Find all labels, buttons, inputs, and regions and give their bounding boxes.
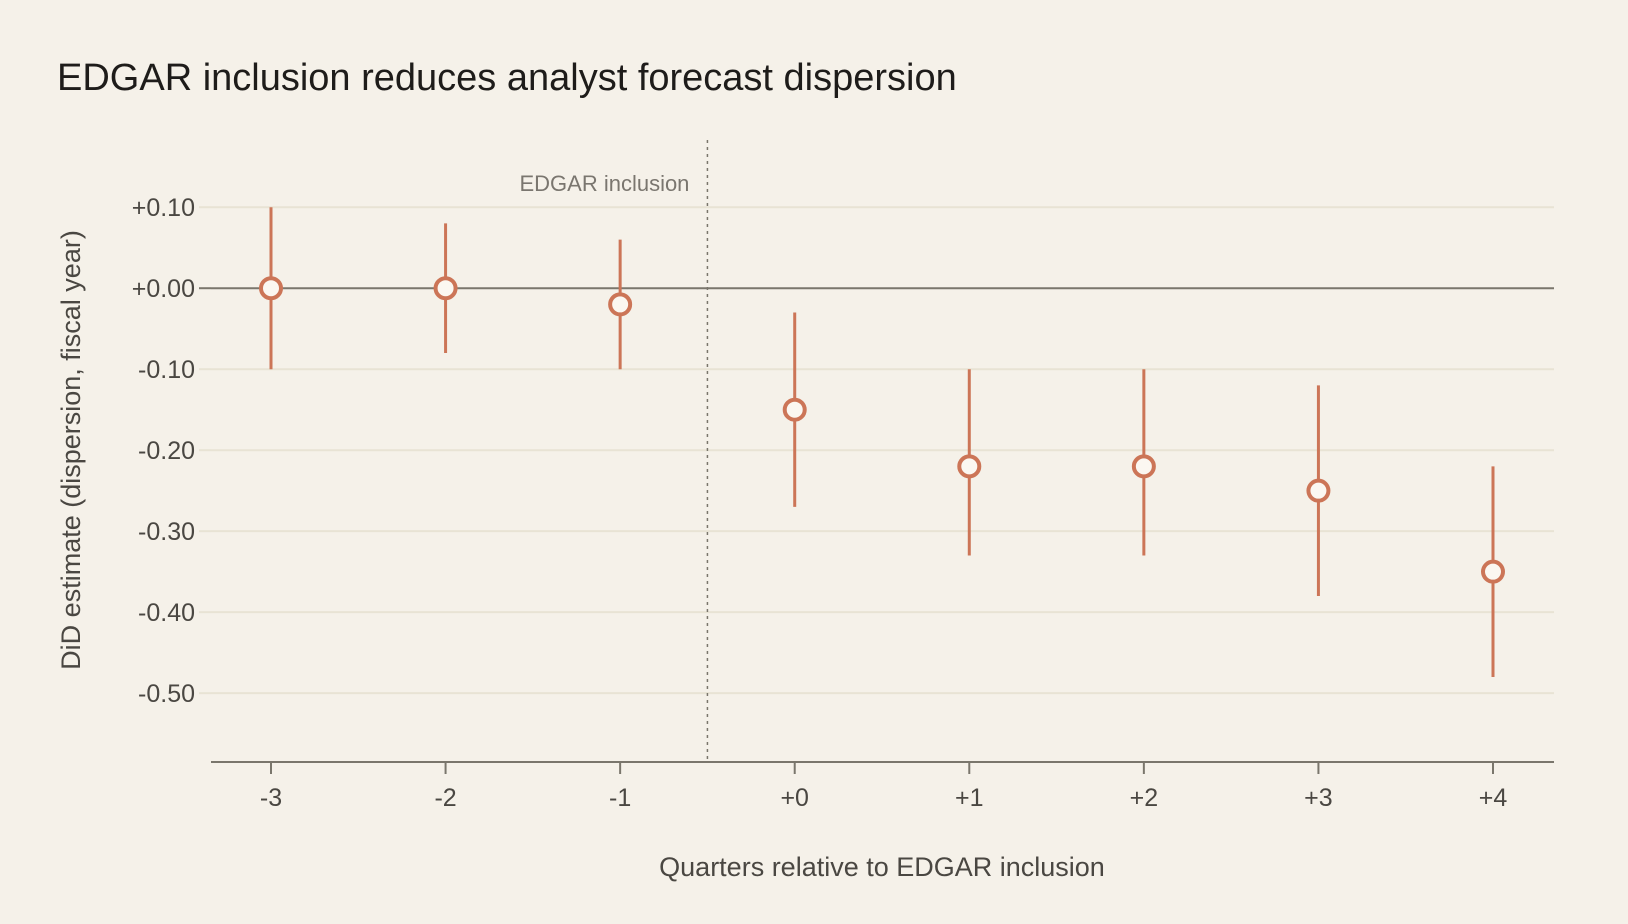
- x-tick-label: +1: [955, 784, 984, 812]
- estimate-point--2: [433, 223, 458, 354]
- x-tick-label: +2: [1130, 784, 1159, 812]
- y-axis-label: DiD estimate (dispersion, fiscal year): [56, 230, 86, 670]
- y-tick-label: -0.10: [138, 356, 195, 384]
- x-tick-label: -2: [434, 784, 456, 812]
- y-tick-label: -0.40: [138, 599, 195, 627]
- y-tick-label: -0.20: [138, 437, 195, 465]
- point-estimate: [433, 276, 458, 301]
- y-ticks: +0.10 +0.00 -0.10 -0.20 -0.30 -0.40 -0.50: [132, 194, 195, 708]
- y-tick-label: +0.10: [132, 194, 195, 222]
- x-ticks: -3 -2 -1 +0 +1 +2 +3 +4: [260, 762, 1507, 812]
- estimate-point--1: [608, 239, 633, 370]
- estimate-point-+3: [1306, 385, 1331, 596]
- gridlines: [199, 206, 1554, 695]
- y-tick-label: +0.00: [132, 275, 195, 303]
- point-estimate: [1131, 454, 1156, 479]
- x-axis-label: Quarters relative to EDGAR inclusion: [659, 852, 1105, 882]
- point-estimate: [782, 397, 807, 422]
- estimate-point-+2: [1131, 369, 1156, 556]
- point-estimate: [608, 292, 633, 317]
- x-tick-label: +0: [780, 784, 809, 812]
- x-tick-label: +4: [1479, 784, 1508, 812]
- point-estimate: [1481, 559, 1505, 584]
- y-tick-label: -0.30: [138, 518, 195, 546]
- chart-title: EDGAR inclusion reduces analyst forecast…: [57, 57, 957, 99]
- y-tick-label: -0.50: [138, 680, 195, 708]
- x-tick-label: +3: [1304, 784, 1333, 812]
- estimates: [259, 207, 1505, 677]
- estimate-point-+0: [782, 312, 807, 507]
- x-tick-label: -1: [609, 784, 631, 812]
- estimate-point-+1: [957, 369, 982, 556]
- estimate-point--3: [259, 207, 283, 370]
- point-estimate: [1306, 478, 1331, 503]
- estimate-point-+4: [1481, 466, 1505, 677]
- x-tick-label: -3: [260, 784, 282, 812]
- inclusion-annotation: EDGAR inclusion: [519, 171, 689, 196]
- point-estimate: [259, 276, 283, 301]
- point-estimate: [957, 454, 982, 479]
